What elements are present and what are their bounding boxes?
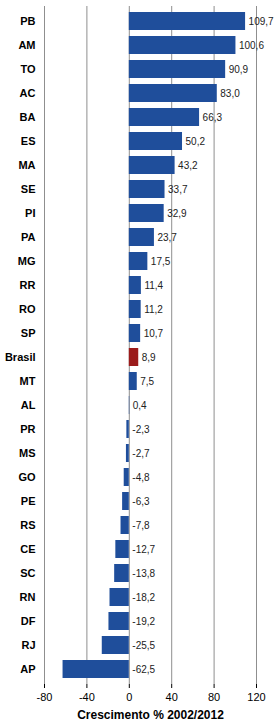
svg-text:80: 80: [208, 691, 220, 703]
svg-text:-25,5: -25,5: [132, 640, 155, 651]
svg-text:MS: MS: [19, 447, 36, 459]
svg-text:PR: PR: [20, 423, 35, 435]
svg-text:MT: MT: [20, 375, 36, 387]
svg-text:MG: MG: [18, 255, 36, 267]
svg-text:0,4: 0,4: [133, 400, 147, 411]
svg-text:Brasil: Brasil: [5, 351, 36, 363]
svg-text:SC: SC: [20, 567, 35, 579]
svg-text:CE: CE: [20, 543, 35, 555]
svg-text:0: 0: [126, 691, 132, 703]
svg-text:66,3: 66,3: [203, 112, 223, 123]
svg-text:-62,5: -62,5: [132, 664, 155, 675]
svg-text:TO: TO: [20, 63, 36, 75]
svg-text:-4,8: -4,8: [132, 472, 150, 483]
svg-text:40: 40: [166, 691, 178, 703]
svg-text:DF: DF: [21, 615, 36, 627]
svg-text:PI: PI: [25, 207, 35, 219]
svg-text:RR: RR: [20, 279, 36, 291]
svg-text:AC: AC: [20, 87, 36, 99]
svg-text:-2,7: -2,7: [132, 448, 150, 459]
svg-text:MA: MA: [18, 159, 35, 171]
svg-text:83,0: 83,0: [220, 88, 240, 99]
svg-text:-40: -40: [79, 691, 95, 703]
svg-text:11,2: 11,2: [144, 304, 163, 315]
svg-text:-12,7: -12,7: [132, 544, 155, 555]
svg-text:17,5: 17,5: [151, 256, 171, 267]
svg-text:-13,8: -13,8: [132, 568, 155, 579]
svg-text:7,5: 7,5: [140, 376, 154, 387]
svg-text:SE: SE: [21, 183, 36, 195]
svg-text:-19,2: -19,2: [132, 616, 155, 627]
svg-text:-2,3: -2,3: [132, 424, 150, 435]
svg-text:GO: GO: [18, 471, 36, 483]
svg-text:ES: ES: [21, 135, 36, 147]
svg-text:-6,3: -6,3: [132, 496, 150, 507]
svg-text:33,7: 33,7: [168, 184, 188, 195]
svg-text:23,7: 23,7: [157, 232, 177, 243]
svg-text:109,7: 109,7: [249, 16, 274, 27]
svg-text:Crescimento % 2002/2012: Crescimento % 2002/2012: [77, 708, 224, 722]
svg-text:32,9: 32,9: [167, 208, 187, 219]
svg-text:8,9: 8,9: [142, 352, 156, 363]
svg-text:BA: BA: [20, 111, 36, 123]
svg-text:AP: AP: [20, 663, 35, 675]
svg-text:43,2: 43,2: [178, 160, 198, 171]
svg-text:PA: PA: [21, 231, 36, 243]
svg-text:-18,2: -18,2: [132, 592, 155, 603]
svg-text:11,4: 11,4: [144, 280, 163, 291]
svg-text:RS: RS: [20, 519, 35, 531]
svg-text:SP: SP: [21, 327, 36, 339]
svg-text:RJ: RJ: [21, 639, 35, 651]
svg-text:AM: AM: [18, 39, 35, 51]
svg-text:10,7: 10,7: [144, 328, 164, 339]
svg-text:100,6: 100,6: [239, 40, 264, 51]
svg-text:50,2: 50,2: [186, 136, 206, 147]
svg-text:90,9: 90,9: [229, 64, 249, 75]
svg-text:PB: PB: [20, 15, 35, 27]
svg-text:120: 120: [247, 691, 265, 703]
svg-text:-80: -80: [37, 691, 53, 703]
svg-text:AL: AL: [21, 399, 36, 411]
svg-text:RO: RO: [19, 303, 36, 315]
svg-text:PE: PE: [21, 495, 36, 507]
svg-text:RN: RN: [20, 591, 36, 603]
svg-text:-7,8: -7,8: [132, 520, 150, 531]
